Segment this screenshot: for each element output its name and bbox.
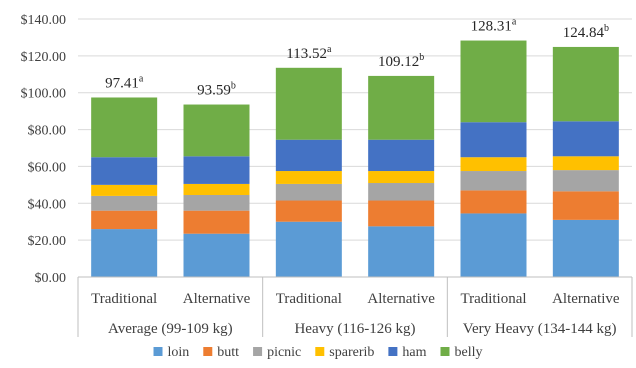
- bar-segment-sparerib: [91, 184, 158, 196]
- bar-segment-loin: [460, 213, 527, 277]
- legend-swatch-sparerib: [315, 347, 325, 356]
- bar-segment-butt: [368, 200, 435, 227]
- bar-segment-picnic: [275, 183, 342, 201]
- legend-swatch-picnic: [253, 347, 263, 356]
- bar-segment-picnic: [552, 170, 619, 192]
- y-tick-label: $100.00: [21, 87, 67, 102]
- category-label: Alternative: [183, 291, 251, 307]
- bar-segment-butt: [275, 200, 342, 222]
- legend-swatch-butt: [203, 347, 213, 356]
- gridlines: [78, 18, 632, 278]
- x-axis: Traditional Alternative Traditional Alterna…: [77, 276, 633, 337]
- bar-segment-butt: [91, 210, 158, 230]
- total-value: 109.12: [378, 54, 419, 70]
- total-value: 97.41: [105, 75, 139, 91]
- bar-segment-loin: [275, 221, 342, 277]
- legend-label: loin: [168, 345, 190, 360]
- legend-item-belly: belly: [440, 345, 482, 360]
- bar-segment-sparerib: [552, 156, 619, 171]
- bar-segment-loin: [183, 233, 250, 277]
- bar-segment-ham: [552, 121, 619, 157]
- significance-letter: a: [327, 44, 332, 55]
- bar-segment-picnic: [183, 194, 250, 211]
- legend-label: picnic: [267, 345, 301, 360]
- bar-segment-butt: [552, 191, 619, 220]
- bar-segment-ham: [183, 156, 250, 184]
- total-label: 93.59b: [197, 81, 236, 99]
- significance-letter: b: [419, 52, 424, 63]
- category-label: Traditional: [460, 291, 526, 307]
- bar-segment-belly: [275, 67, 342, 140]
- bar-segment-loin: [368, 226, 435, 277]
- y-axis-ticks: $0.00 $20.00 $40.00 $60.00 $80.00 $100.00 $120…: [21, 13, 67, 286]
- bar-segment-sparerib: [275, 171, 342, 184]
- bar-segment-sparerib: [368, 171, 435, 184]
- bar-segment-belly: [460, 40, 527, 123]
- legend-label: butt: [217, 345, 239, 360]
- legend-item-ham: ham: [388, 345, 427, 360]
- legend-item-picnic: picnic: [253, 345, 301, 360]
- legend-item-sparerib: sparerib: [315, 345, 374, 360]
- legend-swatch-loin: [153, 347, 163, 356]
- y-tick-label: $60.00: [28, 160, 67, 175]
- total-label: 113.52a: [286, 44, 332, 62]
- legend-swatch-ham: [388, 347, 398, 356]
- bar-segment-sparerib: [183, 183, 250, 195]
- legend: loin butt picnic sparerib ham belly: [153, 345, 482, 360]
- bars: [91, 40, 619, 277]
- bar-segment-butt: [183, 210, 250, 234]
- significance-letter: b: [231, 81, 236, 92]
- total-label: 128.31a: [471, 17, 517, 35]
- category-label: Traditional: [276, 291, 342, 307]
- bar-segment-picnic: [91, 195, 158, 211]
- y-tick-label: $0.00: [35, 271, 67, 286]
- group-label: Heavy (116-126 kg): [294, 321, 415, 337]
- total-value: 128.31: [471, 19, 512, 35]
- category-label: Traditional: [91, 291, 157, 307]
- legend-label: belly: [454, 345, 482, 360]
- bar-segment-belly: [552, 46, 619, 122]
- total-value: 124.84: [563, 25, 605, 41]
- bar-segment-ham: [91, 157, 158, 185]
- bar-segment-sparerib: [460, 157, 527, 172]
- total-value: 113.52: [286, 46, 327, 62]
- bar-segment-belly: [183, 104, 250, 157]
- y-tick-label: $120.00: [21, 50, 67, 65]
- y-tick-label: $80.00: [28, 124, 67, 139]
- group-label: Average (99-109 kg): [108, 321, 233, 337]
- total-label: 109.12b: [378, 52, 424, 70]
- y-tick-label: $140.00: [21, 13, 67, 28]
- bar-segment-picnic: [368, 183, 435, 201]
- total-label: 97.41a: [105, 73, 144, 91]
- category-label: Alternative: [367, 291, 435, 307]
- legend-swatch-belly: [440, 347, 450, 356]
- bar-segment-loin: [91, 229, 158, 277]
- legend-label: sparerib: [329, 345, 374, 360]
- bar-segment-belly: [368, 75, 435, 140]
- significance-letter: b: [604, 23, 609, 34]
- bar-segment-butt: [460, 190, 527, 214]
- total-label: 124.84b: [563, 23, 609, 41]
- bar-segment-ham: [460, 122, 527, 158]
- significance-letter: a: [139, 73, 144, 84]
- total-value: 93.59: [197, 83, 231, 99]
- significance-letter: a: [512, 17, 517, 28]
- bar-segment-loin: [552, 219, 619, 277]
- legend-item-butt: butt: [203, 345, 239, 360]
- group-label: Very Heavy (134-144 kg): [463, 321, 617, 337]
- category-label: Alternative: [552, 291, 620, 307]
- legend-item-loin: loin: [153, 345, 190, 360]
- bar-segment-belly: [91, 97, 158, 158]
- legend-label: ham: [402, 345, 426, 360]
- bar-segment-ham: [368, 139, 435, 172]
- y-tick-label: $20.00: [28, 234, 67, 249]
- y-tick-label: $40.00: [28, 197, 67, 212]
- bar-segment-picnic: [460, 171, 527, 191]
- bar-segment-ham: [275, 139, 342, 172]
